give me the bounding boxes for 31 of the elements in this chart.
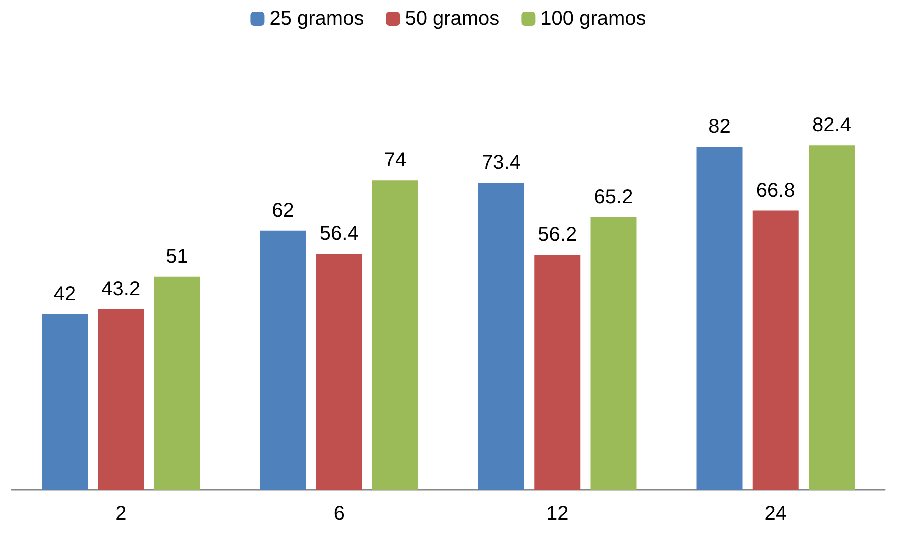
- data-label: 51: [166, 246, 188, 268]
- data-label: 42: [54, 283, 76, 306]
- bar: [316, 254, 362, 490]
- bar: [260, 230, 306, 490]
- bar: [372, 180, 418, 490]
- data-label: 74: [384, 150, 407, 172]
- x-tick-label: 2: [116, 503, 127, 525]
- legend-label: 100 gramos: [540, 8, 646, 30]
- bar: [808, 146, 855, 490]
- bar: [534, 255, 581, 490]
- data-label: 82: [708, 116, 731, 138]
- data-label: 56.2: [538, 224, 578, 246]
- bar: [42, 314, 88, 490]
- data-label: 73.4: [482, 152, 521, 174]
- data-label: 82.4: [812, 114, 852, 137]
- bar: [154, 276, 200, 490]
- data-label: 56.4: [320, 223, 359, 246]
- legend-label: 50 gramos: [405, 8, 500, 30]
- bar: [590, 217, 637, 490]
- bar: [696, 147, 743, 490]
- bar: [478, 183, 525, 490]
- x-tick-label: 12: [546, 503, 569, 525]
- data-label: 62: [272, 200, 294, 222]
- x-tick-label: 6: [334, 503, 345, 525]
- bar: [752, 210, 799, 490]
- data-label: 65.2: [594, 186, 634, 208]
- legend-label: 25 gramos: [270, 8, 364, 30]
- bar: [98, 309, 144, 490]
- x-tick-label: 24: [764, 503, 787, 525]
- data-label: 43.2: [102, 278, 141, 300]
- data-label: 66.8: [756, 180, 796, 202]
